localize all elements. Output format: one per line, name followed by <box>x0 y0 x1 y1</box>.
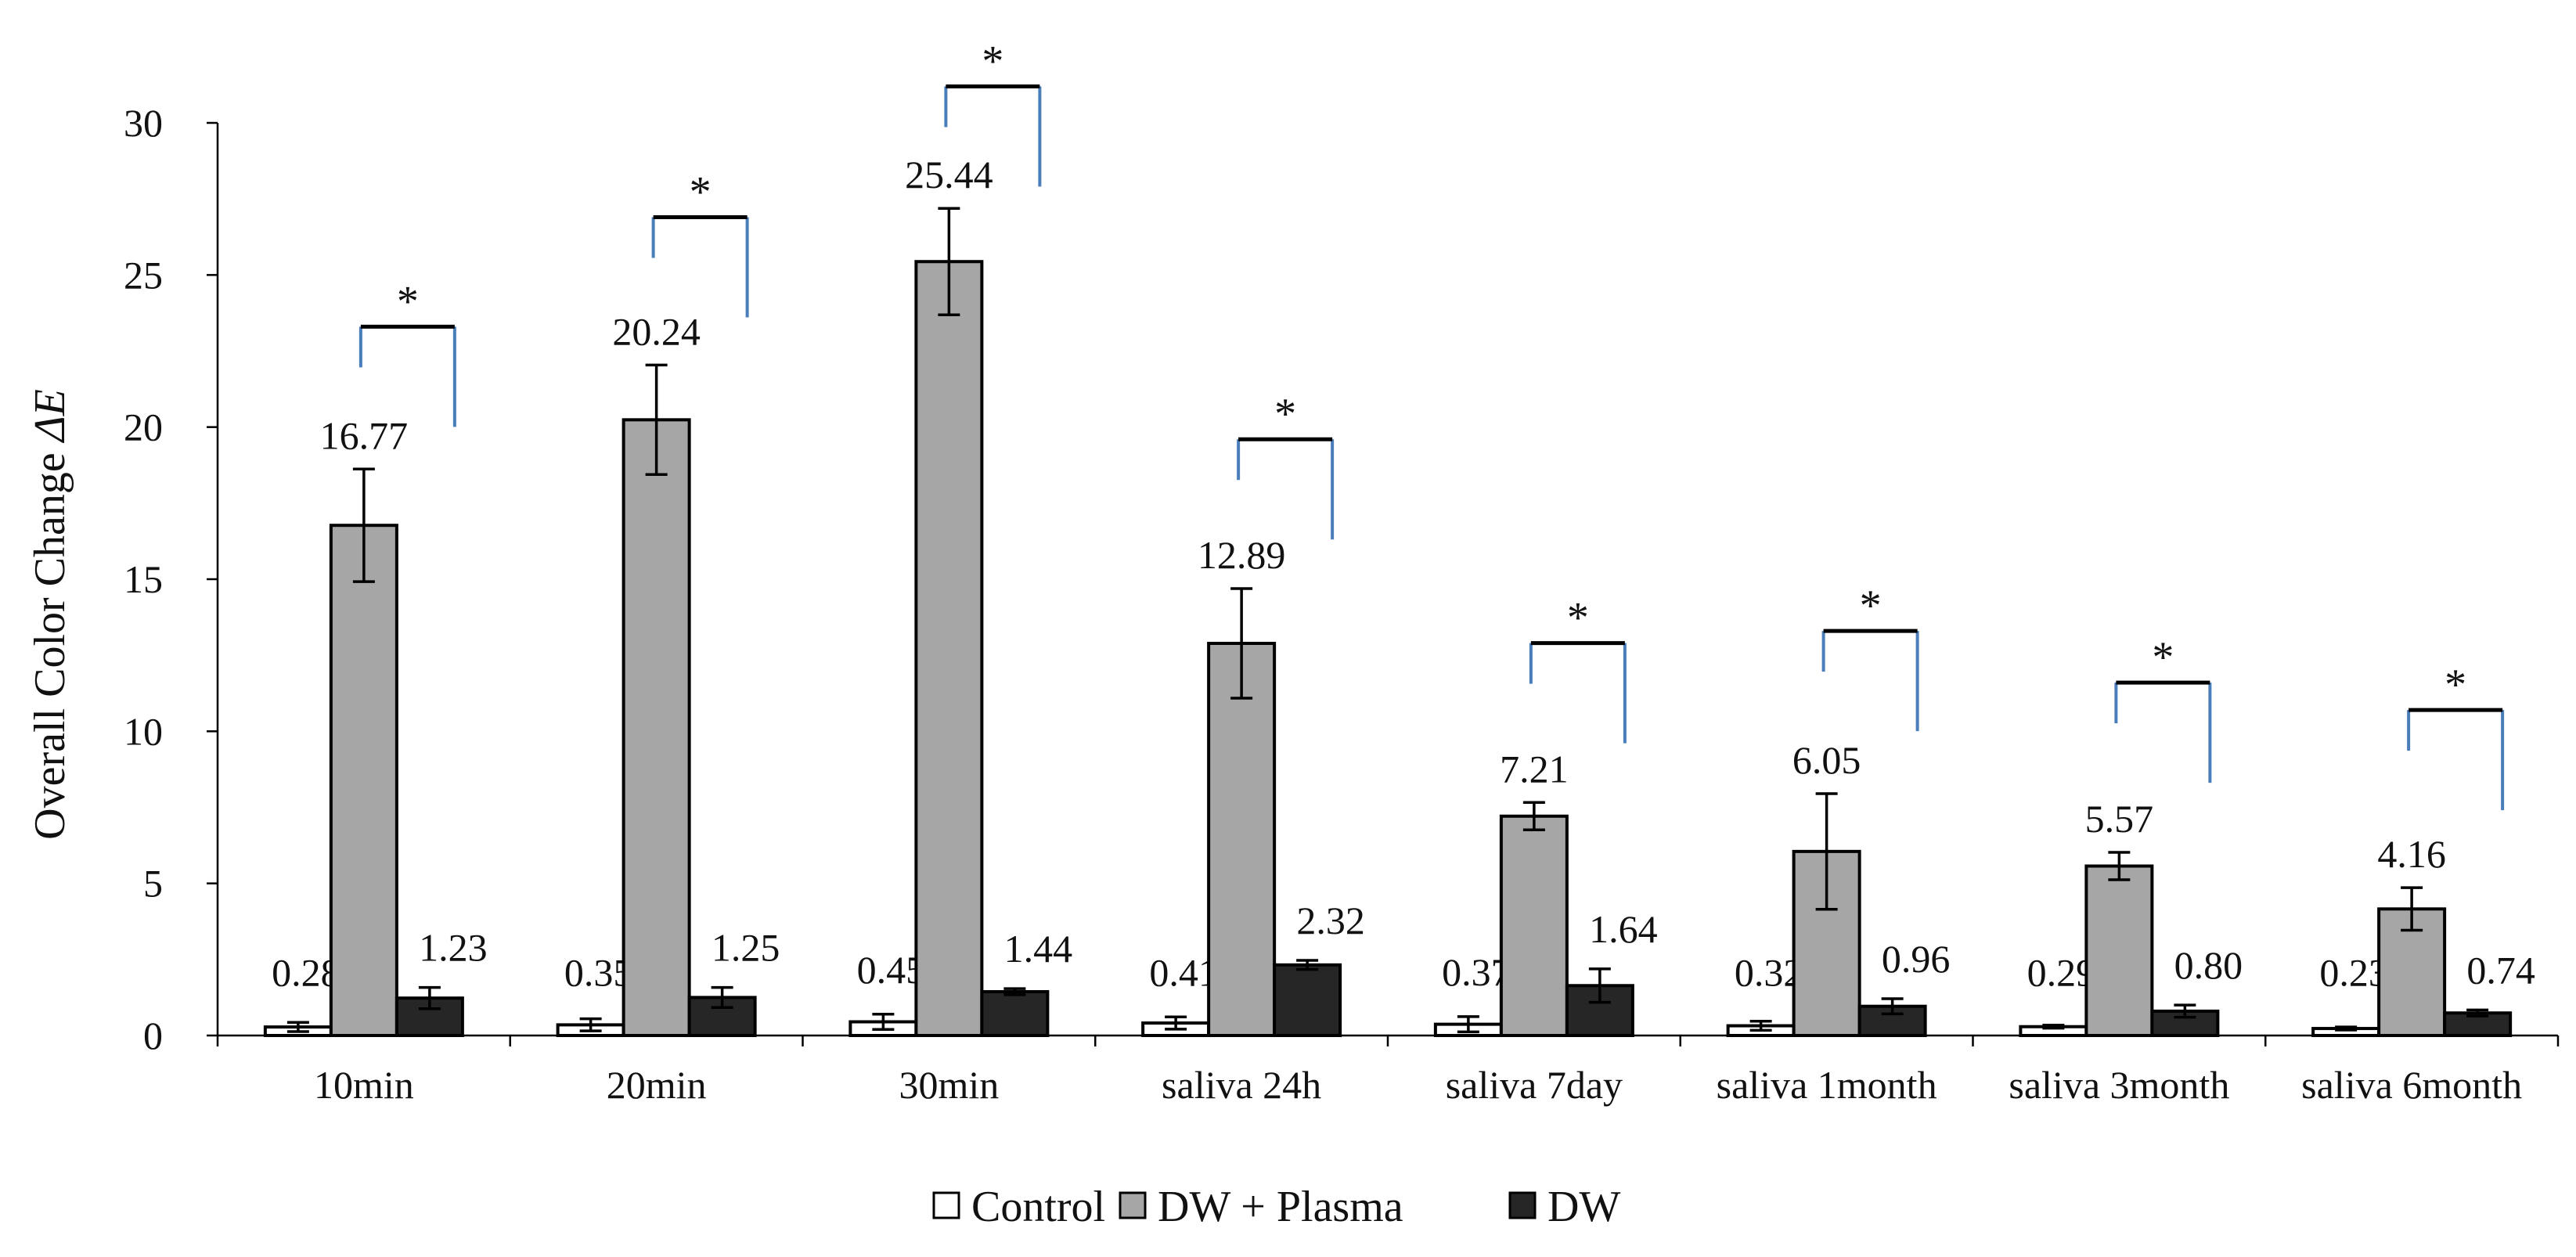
bar-dw-plasma <box>1499 814 1569 1038</box>
data-label: 0.41 <box>1149 950 1218 994</box>
legend-swatch <box>932 1191 960 1219</box>
data-label: 0.96 <box>1882 937 1951 981</box>
significance-marker: * <box>2444 661 2466 709</box>
y-axis-title: Overall Color Change ΔE <box>26 389 74 840</box>
data-label: 0.32 <box>1735 951 1803 995</box>
y-tick-label: 5 <box>143 862 163 906</box>
significance-marker: * <box>397 277 419 326</box>
y-tick-label: 0 <box>143 1014 163 1057</box>
x-category-label: 10min <box>314 1063 414 1107</box>
data-label: 20.24 <box>612 309 701 353</box>
significance-marker: * <box>2152 633 2174 682</box>
significance-marker: * <box>1567 594 1589 643</box>
data-label: 7.21 <box>1500 747 1569 791</box>
y-tick-label: 15 <box>124 557 163 601</box>
bar-dw-plasma <box>2084 864 2154 1038</box>
data-label: 6.05 <box>1792 738 1861 782</box>
data-label: 1.25 <box>712 926 780 970</box>
data-label: 4.16 <box>2377 832 2446 876</box>
y-tick-label: 10 <box>124 709 163 753</box>
data-label: 0.45 <box>857 948 926 992</box>
data-label: 0.23 <box>2319 951 2388 995</box>
bar-dw-plasma <box>329 524 398 1037</box>
data-label: 5.57 <box>2085 797 2154 841</box>
legend-label: DW <box>1547 1183 1620 1231</box>
data-label: 0.74 <box>2466 948 2535 992</box>
data-label: 0.29 <box>2027 951 2096 995</box>
data-label: 0.37 <box>1442 950 1511 994</box>
x-category-label: 30min <box>899 1063 999 1107</box>
bar-dw-plasma <box>621 418 691 1037</box>
y-tick-label: 30 <box>124 101 163 145</box>
significance-marker: * <box>1274 390 1296 438</box>
bar-dw-plasma <box>914 260 984 1037</box>
x-category-label: 20min <box>607 1063 707 1107</box>
legend-label: DW + Plasma <box>1158 1183 1403 1231</box>
data-label: 16.77 <box>320 413 409 457</box>
data-label: 1.64 <box>1589 907 1658 951</box>
y-axis-title-text: Overall Color Change <box>26 441 74 840</box>
data-label: 2.32 <box>1296 899 1365 942</box>
data-label: 1.44 <box>1004 927 1073 971</box>
legend-label: Control <box>971 1183 1105 1231</box>
data-label: 0.80 <box>2174 943 2243 987</box>
bar-dw <box>980 990 1050 1037</box>
x-category-label: saliva 3month <box>2009 1063 2229 1107</box>
y-axis-title-symbol: ΔE <box>26 389 74 443</box>
data-label: 1.23 <box>419 926 488 970</box>
bar-dw <box>1273 963 1342 1038</box>
significance-marker: * <box>1860 582 1882 630</box>
data-label: 25.44 <box>905 153 993 196</box>
y-tick-label: 20 <box>124 405 163 449</box>
y-tick-label: 25 <box>124 253 163 297</box>
bar-dw-plasma <box>1207 642 1277 1037</box>
legend-swatch <box>1119 1191 1147 1219</box>
x-category-label: saliva 1month <box>1717 1063 1937 1107</box>
data-label: 12.89 <box>1198 533 1286 577</box>
x-category-label: saliva 24h <box>1162 1063 1321 1107</box>
x-category-label: saliva 7day <box>1446 1063 1623 1107</box>
x-category-label: saliva 6month <box>2301 1063 2522 1107</box>
data-label: 0.35 <box>564 951 633 995</box>
significance-marker: * <box>690 167 712 216</box>
significance-marker: * <box>982 37 1003 85</box>
legend-swatch <box>1508 1191 1537 1219</box>
data-label: 0.28 <box>272 951 340 995</box>
